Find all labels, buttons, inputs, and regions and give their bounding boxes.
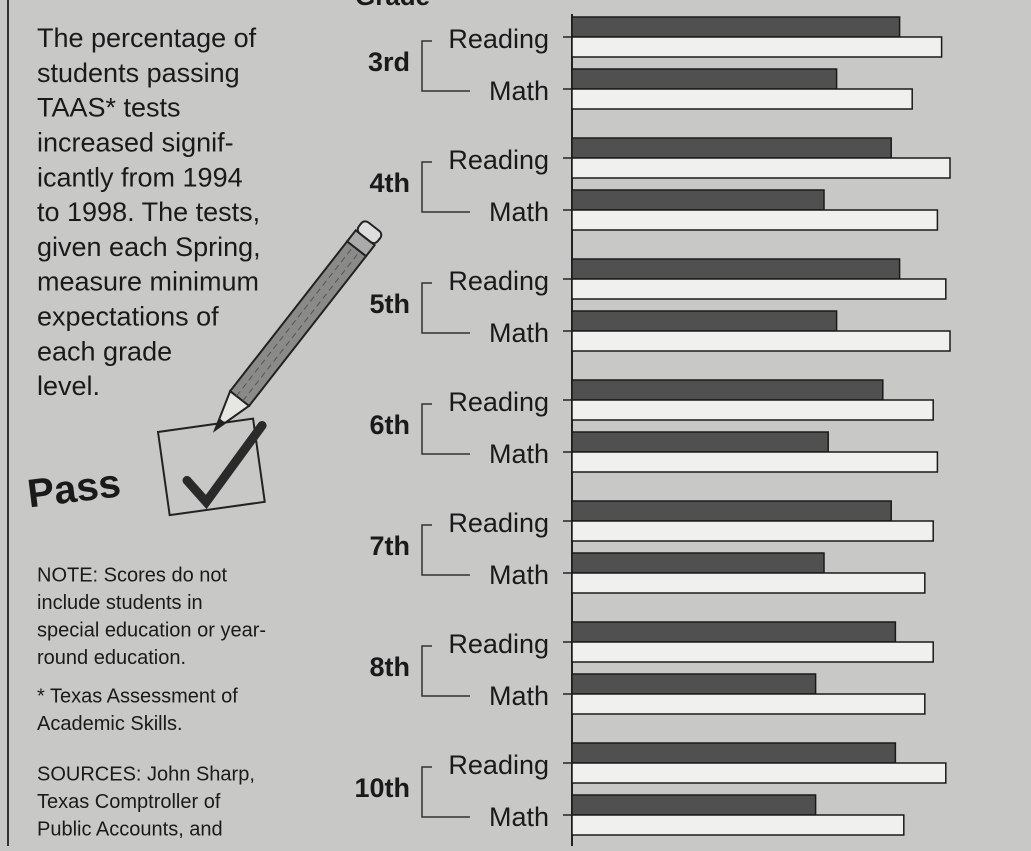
bar xyxy=(572,89,912,109)
group-label: 8th xyxy=(370,652,411,682)
bar xyxy=(572,452,937,472)
category-label: Math xyxy=(489,76,549,106)
bar xyxy=(572,573,925,593)
bar xyxy=(572,432,828,452)
intro-line: given each Spring, xyxy=(37,232,261,262)
bar xyxy=(572,501,891,521)
bar xyxy=(572,37,942,57)
bar xyxy=(572,815,904,835)
bar xyxy=(572,521,933,541)
intro-line: The percentage of xyxy=(37,23,257,53)
intro-line: students passing xyxy=(37,58,240,88)
bar xyxy=(572,259,900,279)
group-label: 6th xyxy=(370,410,411,440)
category-label: Math xyxy=(489,681,549,711)
intro-line: measure minimum xyxy=(37,267,259,297)
category-label: Reading xyxy=(448,266,549,296)
bar xyxy=(572,400,933,420)
bar xyxy=(572,210,937,230)
sources-line: Texas Comptroller of xyxy=(37,791,221,813)
bar xyxy=(572,279,946,299)
category-label: Reading xyxy=(448,145,549,175)
intro-line: expectations of xyxy=(37,302,219,332)
category-label: Reading xyxy=(448,24,549,54)
intro-line: to 1998. The tests, xyxy=(37,197,260,227)
bar xyxy=(572,17,900,37)
bar xyxy=(572,642,933,662)
group-label: 5th xyxy=(370,289,411,319)
intro-line: icantly from 1994 xyxy=(37,162,243,192)
category-label: Math xyxy=(489,197,549,227)
intro-line: each grade xyxy=(37,336,172,366)
bar xyxy=(572,69,837,89)
category-label: Reading xyxy=(448,629,549,659)
category-label: Reading xyxy=(448,750,549,780)
category-label: Math xyxy=(489,802,549,832)
category-label: Math xyxy=(489,560,549,590)
note-line: NOTE: Scores do not xyxy=(37,564,228,586)
bar xyxy=(572,674,816,694)
chart: Grade Pass The percentage of students pas… xyxy=(0,0,1031,846)
bar xyxy=(572,553,824,573)
intro-line: level. xyxy=(37,371,100,401)
bar xyxy=(572,158,950,178)
bar xyxy=(572,311,837,331)
footnote-line: Academic Skills. xyxy=(37,713,183,735)
note-line: include students in xyxy=(37,592,203,614)
bar xyxy=(572,795,816,815)
bar xyxy=(572,763,946,783)
pencil-icon xyxy=(158,219,383,515)
bar xyxy=(572,743,895,763)
intro-line: increased signif- xyxy=(37,128,234,158)
page: Grade Pass The percentage of students pas… xyxy=(0,0,1031,846)
footnote-line: * Texas Assessment of xyxy=(37,685,238,707)
note-line: special education or year- xyxy=(37,619,266,641)
bar xyxy=(572,694,925,714)
sources-line: SOURCES: John Sharp, xyxy=(37,763,255,785)
bar xyxy=(572,138,891,158)
intro-line: TAAS* tests xyxy=(37,93,181,123)
category-label: Math xyxy=(489,318,549,348)
bar xyxy=(572,380,883,400)
category-label: Math xyxy=(489,439,549,469)
group-label: 7th xyxy=(370,531,411,561)
group-label: 3rd xyxy=(368,47,410,77)
bar xyxy=(572,622,895,642)
heading: Grade xyxy=(355,0,430,11)
sources-line: Public Accounts, and xyxy=(37,818,223,840)
note-line: round education. xyxy=(37,647,186,669)
bar xyxy=(572,190,824,210)
group-label: 4th xyxy=(370,168,411,198)
badge: Pass xyxy=(25,461,123,516)
category-label: Reading xyxy=(448,387,549,417)
category-label: Reading xyxy=(448,508,549,538)
group-label: 10th xyxy=(354,773,410,803)
bar xyxy=(572,331,950,351)
